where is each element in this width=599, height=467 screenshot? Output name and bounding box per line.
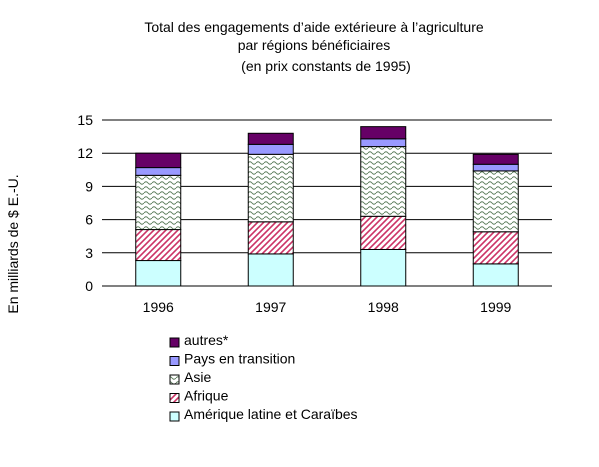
y-tick-label: 15	[77, 112, 93, 128]
bar-segment	[472, 170, 519, 233]
legend-swatch	[169, 337, 180, 348]
bar-segment	[360, 126, 407, 140]
legend-label: autres*	[184, 332, 229, 348]
bars	[135, 126, 519, 287]
bar-segment	[472, 153, 519, 165]
legend-label: Amérique latine et Caraïbes	[184, 406, 358, 422]
legend-swatch	[169, 374, 180, 385]
y-tick-label: 0	[85, 278, 93, 294]
bar-segment	[360, 138, 407, 148]
y-tick-label: 6	[85, 212, 93, 228]
x-tick-label: 1996	[143, 299, 174, 315]
bar-segment	[135, 229, 182, 262]
bar-segment	[135, 152, 182, 169]
y-tick-label: 12	[77, 145, 93, 161]
bar-segment	[135, 174, 182, 231]
legend-swatch	[169, 411, 180, 422]
bar-segment	[360, 146, 407, 217]
bar-segment	[472, 231, 519, 265]
chart-title: Total des engagements d’aide extérieure …	[144, 19, 484, 74]
bar-segment	[360, 215, 407, 250]
x-tick-label: 1998	[368, 299, 399, 315]
chart-title-line-2: par régions bénéficiaires	[238, 37, 391, 53]
bar-segment	[247, 253, 294, 287]
x-tick-label: 1997	[255, 299, 286, 315]
bar-segment	[360, 248, 407, 287]
legend-swatch	[169, 356, 180, 366]
chart-title-line-1: Total des engagements d’aide extérieure …	[144, 19, 484, 35]
legend-label: Asie	[184, 369, 211, 385]
bar-segment	[247, 153, 294, 223]
chart-title-line-3: (en prix constants de 1995)	[241, 58, 411, 74]
legend-label: Pays en transition	[184, 351, 295, 367]
bar-segment	[472, 163, 519, 172]
bar-segment	[247, 132, 294, 145]
y-axis-label: En milliards de $ E.-U.	[5, 174, 21, 313]
bar-segment	[247, 143, 294, 155]
bar-segment	[135, 260, 182, 287]
y-tick-labels: 0 3 6 9 12 15	[77, 112, 93, 294]
y-tick-label: 9	[85, 178, 93, 194]
x-tick-labels: 1996 1997 1998 1999	[143, 299, 512, 315]
bar-segment	[135, 167, 182, 176]
x-tick-label: 1999	[480, 299, 511, 315]
legend-swatch	[169, 393, 180, 403]
legend: autres* Pays en transition Asie Afrique Amér…	[169, 332, 358, 422]
y-tick-label: 3	[85, 245, 93, 261]
bar-segment	[472, 263, 519, 287]
legend-label: Afrique	[184, 388, 229, 404]
bar-segment	[247, 221, 294, 255]
